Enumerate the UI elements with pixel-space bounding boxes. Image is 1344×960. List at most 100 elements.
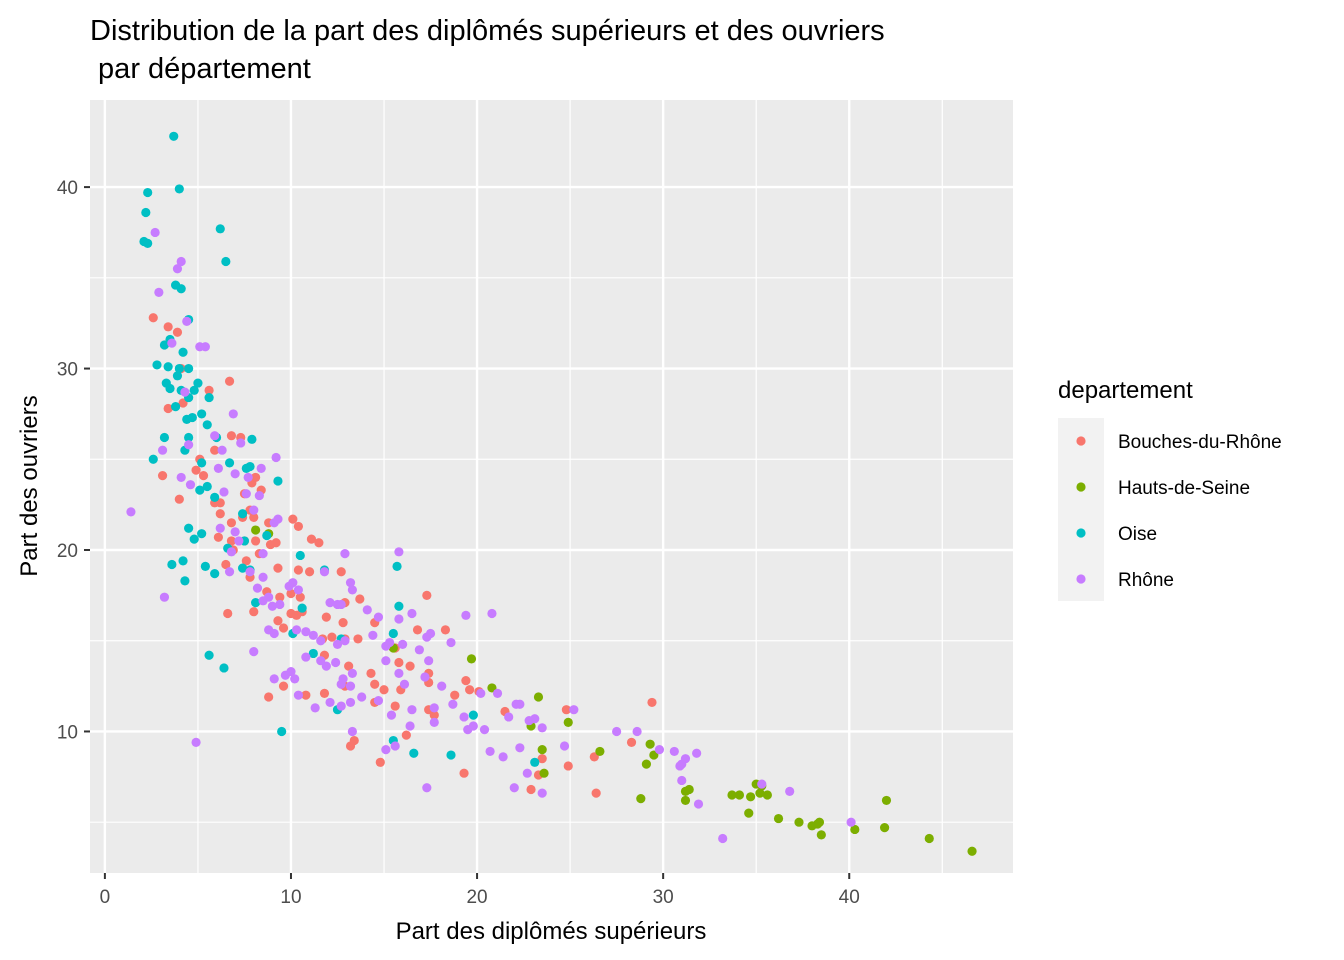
data-point-hauts-de-seine bbox=[641, 759, 652, 769]
data-point-oise bbox=[187, 412, 197, 423]
data-point-rhone bbox=[340, 549, 350, 559]
data-point-rhone bbox=[345, 697, 356, 708]
data-point-bouches-du-rhone bbox=[275, 592, 285, 602]
data-point-rhone bbox=[476, 688, 486, 698]
axis-ticks: 0 10 20 30 40 10 20 30 40 bbox=[57, 178, 860, 908]
legend-key-bouches-du-rhone bbox=[1076, 436, 1086, 446]
data-point-oise bbox=[184, 363, 194, 374]
data-point-hauts-de-seine bbox=[539, 768, 549, 778]
data-point-rhone bbox=[429, 703, 439, 713]
data-point-rhone bbox=[252, 583, 263, 593]
data-point-bouches-du-rhone bbox=[271, 538, 281, 548]
y-axis-title: Part des ouvriers bbox=[16, 395, 43, 576]
data-point-rhone bbox=[459, 712, 469, 722]
data-point-rhone bbox=[159, 592, 170, 602]
data-point-oise bbox=[277, 726, 287, 737]
data-point-oise bbox=[180, 576, 190, 586]
data-point-oise bbox=[189, 385, 199, 395]
data-point-rhone bbox=[293, 585, 304, 595]
data-point-oise bbox=[184, 432, 194, 443]
data-point-rhone bbox=[269, 628, 279, 639]
data-point-rhone bbox=[273, 514, 283, 524]
data-point-rhone bbox=[407, 705, 417, 715]
data-point-oise bbox=[394, 601, 404, 611]
data-point-oise bbox=[178, 347, 188, 357]
data-point-rhone bbox=[267, 601, 277, 611]
data-point-hauts-de-seine bbox=[755, 788, 765, 798]
data-point-bouches-du-rhone bbox=[288, 514, 298, 524]
data-point-bouches-du-rhone bbox=[429, 710, 439, 720]
data-point-rhone bbox=[347, 726, 357, 737]
data-point-oise bbox=[159, 432, 170, 443]
data-point-rhone bbox=[331, 657, 341, 668]
data-point-rhone bbox=[249, 505, 259, 515]
data-point-bouches-du-rhone bbox=[375, 757, 385, 767]
data-point-bouches-du-rhone bbox=[319, 688, 330, 698]
data-point-rhone bbox=[213, 463, 224, 473]
data-point-bouches-du-rhone bbox=[647, 697, 657, 708]
data-point-rhone bbox=[219, 487, 229, 497]
data-point-hauts-de-seine bbox=[636, 794, 646, 804]
data-point-rhone bbox=[693, 799, 704, 809]
y-tick-label: 20 bbox=[57, 541, 78, 562]
data-point-hauts-de-seine bbox=[537, 745, 547, 755]
data-point-bouches-du-rhone bbox=[422, 590, 432, 600]
legend-label-hauts-de-seine: Hauts-de-Seine bbox=[1118, 478, 1250, 499]
data-point-rhone bbox=[236, 438, 246, 448]
data-point-oise bbox=[388, 628, 398, 639]
data-point-rhone bbox=[126, 507, 136, 517]
data-point-rhone bbox=[286, 666, 296, 677]
data-point-hauts-de-seine bbox=[814, 817, 825, 827]
data-point-rhone bbox=[394, 547, 404, 557]
data-point-rhone bbox=[437, 681, 447, 691]
data-point-oise bbox=[273, 476, 283, 486]
data-point-rhone bbox=[612, 726, 622, 737]
data-point-bouches-du-rhone bbox=[526, 784, 536, 795]
data-point-oise bbox=[197, 409, 207, 419]
legend-items: Bouches-du-Rhône Hauts-de-Seine Oise Rhône bbox=[1076, 432, 1282, 591]
data-point-rhone bbox=[373, 612, 384, 622]
data-point-bouches-du-rhone bbox=[295, 592, 305, 602]
legend-key-oise bbox=[1076, 528, 1086, 538]
data-point-rhone bbox=[424, 656, 434, 666]
data-point-rhone bbox=[243, 472, 253, 483]
x-tick-label: 30 bbox=[653, 887, 674, 908]
data-point-oise bbox=[392, 561, 402, 571]
data-point-bouches-du-rhone bbox=[370, 679, 380, 689]
data-point-oise bbox=[204, 650, 214, 660]
data-point-rhone bbox=[632, 726, 642, 737]
data-point-oise bbox=[251, 598, 261, 608]
data-point-oise bbox=[221, 256, 231, 267]
grid-minor bbox=[90, 100, 1013, 873]
data-point-rhone bbox=[182, 316, 192, 326]
data-point-rhone bbox=[245, 567, 255, 577]
data-point-bouches-du-rhone bbox=[349, 735, 359, 746]
data-point-bouches-du-rhone bbox=[440, 625, 451, 635]
data-point-bouches-du-rhone bbox=[174, 494, 184, 504]
grid-major bbox=[90, 100, 1013, 873]
data-point-bouches-du-rhone bbox=[226, 518, 237, 528]
data-point-oise bbox=[171, 402, 181, 412]
data-point-bouches-du-rhone bbox=[226, 536, 237, 546]
data-point-rhone bbox=[191, 737, 201, 747]
data-point-oise bbox=[148, 454, 158, 464]
data-point-rhone bbox=[234, 536, 244, 546]
data-point-rhone bbox=[569, 705, 579, 715]
data-point-oise bbox=[245, 461, 255, 472]
data-point-hauts-de-seine bbox=[533, 692, 544, 702]
data-point-oise bbox=[163, 362, 173, 372]
legend-key-background bbox=[1058, 418, 1104, 601]
data-point-bouches-du-rhone bbox=[304, 567, 315, 577]
data-point-rhone bbox=[325, 598, 335, 608]
data-point-rhone bbox=[429, 717, 439, 727]
legend: departement Bouches-du-Rhône Hauts-de-Sei… bbox=[1058, 377, 1282, 601]
data-point-rhone bbox=[537, 723, 547, 733]
data-point-bouches-du-rhone bbox=[249, 607, 259, 617]
data-points bbox=[126, 131, 977, 856]
data-point-hauts-de-seine bbox=[794, 817, 804, 827]
data-point-bouches-du-rhone bbox=[223, 608, 233, 619]
data-point-bouches-du-rhone bbox=[163, 403, 173, 414]
data-point-bouches-du-rhone bbox=[336, 567, 346, 577]
data-point-hauts-de-seine bbox=[595, 746, 605, 757]
data-point-oise bbox=[215, 224, 225, 234]
